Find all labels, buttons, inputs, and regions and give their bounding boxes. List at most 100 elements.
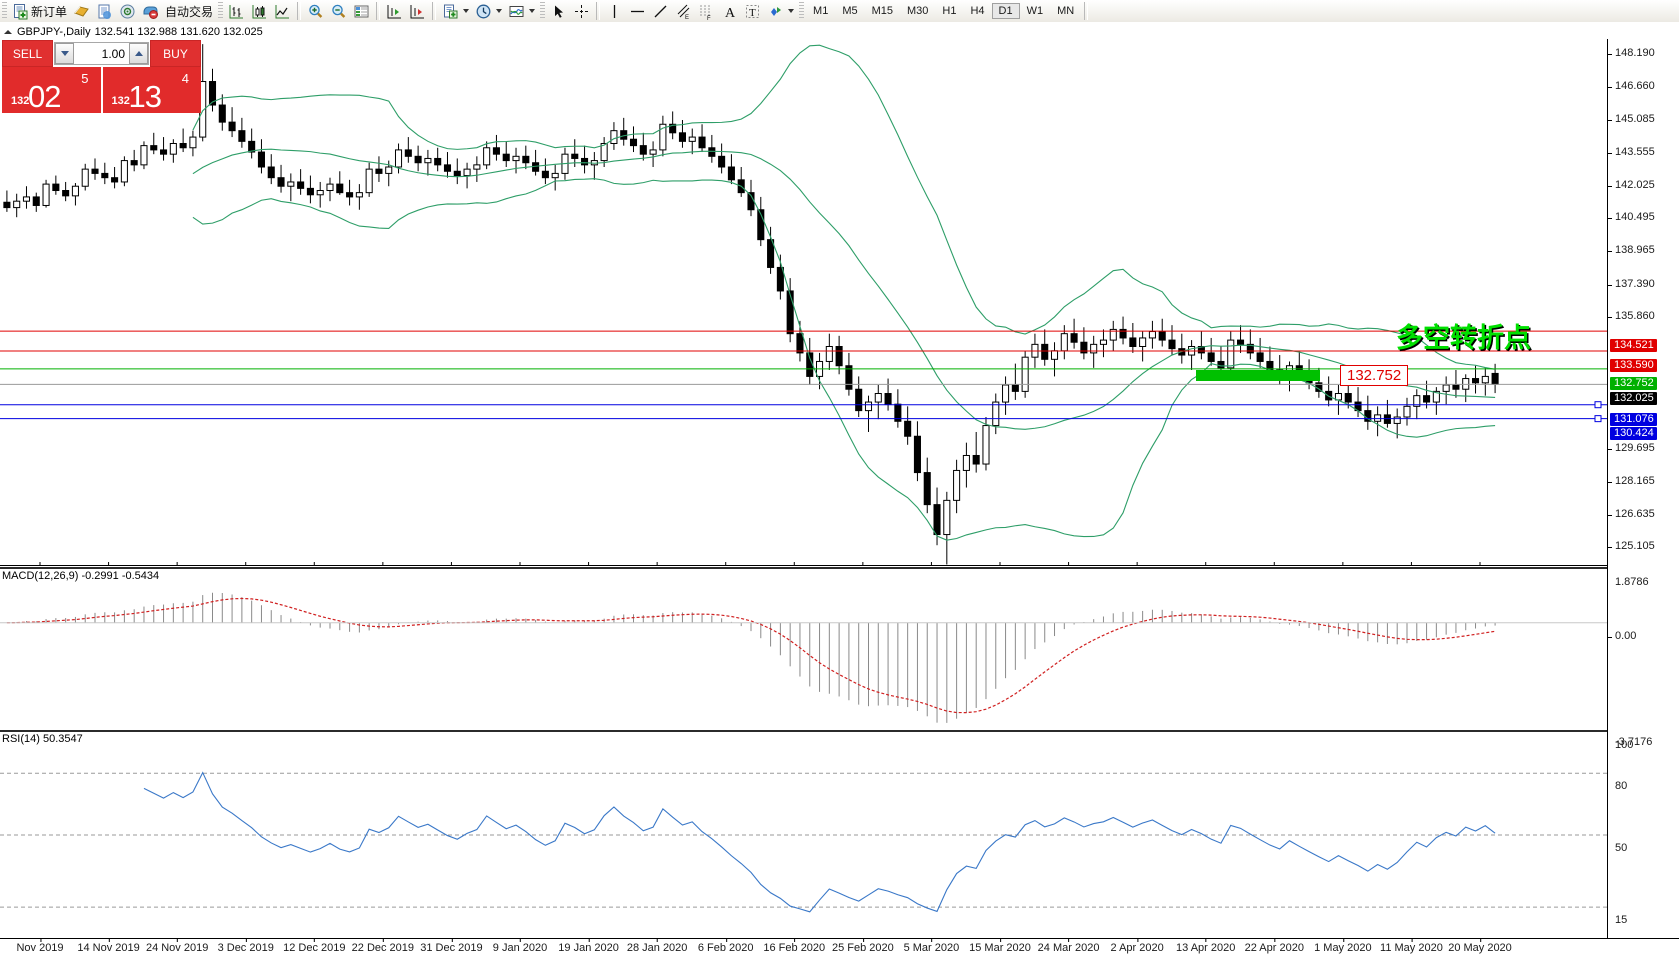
bar-chart-button[interactable] (225, 1, 248, 21)
chart-window[interactable]: GBPJPY-,Daily 132.541 132.988 131.620 13… (0, 25, 1679, 969)
trendline-button[interactable] (649, 1, 672, 21)
horizontal-line-icon (629, 3, 646, 20)
terminal-icon (73, 3, 90, 20)
horizontal-line-button[interactable] (626, 1, 649, 21)
zoom-out-button[interactable] (327, 1, 350, 21)
svg-text:A: A (725, 6, 736, 20)
date-axis-tick: 14 Nov 2019 (77, 938, 140, 954)
text-label-button[interactable]: T (741, 1, 764, 21)
macd-pane[interactable]: MACD(12,26,9) -0.2991 -0.5434 (0, 567, 1607, 731)
timeframe-m15[interactable]: M15 (871, 5, 893, 17)
trendline-icon (652, 3, 669, 20)
equidistant-channel-button[interactable]: E (672, 1, 695, 21)
text-icon: A (721, 3, 738, 20)
data-grid-button[interactable] (350, 1, 373, 21)
price-level-label-last-price[interactable]: 132.025 (1610, 392, 1657, 406)
volume-input[interactable]: 1.00 (74, 43, 129, 64)
date-axis-tick: 24 Nov 2019 (146, 938, 208, 954)
sell-price-box[interactable]: 132 02 5 (2, 67, 101, 114)
timeframe-h4[interactable]: H4 (970, 5, 985, 17)
svg-text:T: T (749, 7, 756, 19)
toolbar-grip-4[interactable] (799, 2, 805, 20)
toolbar-grip[interactable] (2, 2, 7, 20)
period-button[interactable] (472, 1, 505, 21)
text-button[interactable]: A (718, 1, 741, 21)
crosshair-button[interactable] (570, 1, 593, 21)
svg-text:E: E (685, 15, 689, 20)
candlestick-chart-icon (251, 3, 268, 20)
clock-icon (475, 3, 492, 20)
price-level-label-support[interactable]: 131.076 (1610, 412, 1657, 426)
auto-scroll-button[interactable] (406, 1, 429, 21)
templates-button[interactable] (439, 1, 472, 21)
navigator-button[interactable] (116, 1, 139, 21)
price-level-label-support[interactable]: 130.424 (1610, 426, 1657, 440)
date-axis-tick: 16 Feb 2020 (763, 938, 825, 954)
volume-stepper[interactable]: 1.00 (54, 42, 149, 65)
bar-chart-icon (228, 3, 245, 20)
data-window-icon (96, 3, 113, 20)
new-order-button[interactable]: 新订单 (9, 1, 70, 21)
price-level-label-pivot[interactable]: 132.752 (1610, 376, 1657, 390)
timeframe-mn[interactable]: MN (1057, 5, 1075, 17)
zoom-in-button[interactable] (304, 1, 327, 21)
toolbar-separator-2 (376, 2, 381, 20)
line-chart-button[interactable] (271, 1, 294, 21)
sell-button[interactable]: SELL (2, 40, 53, 67)
price-callout-label[interactable]: 132.752 (1340, 365, 1409, 386)
price-pane[interactable] (0, 39, 1607, 566)
date-axis-tick: 2 Apr 2020 (1111, 938, 1164, 954)
data-window-button[interactable] (93, 1, 116, 21)
zoom-out-icon (330, 3, 347, 20)
date-axis-tick: 24 Mar 2020 (1038, 938, 1099, 954)
date-axis-tick: 19 Jan 2020 (558, 938, 619, 954)
chevron-down-icon (60, 51, 69, 56)
rsi-pane[interactable]: RSI(14) 50.3547 (0, 730, 1607, 940)
buy-button[interactable]: BUY (150, 40, 201, 67)
vertical-line-button[interactable] (603, 1, 626, 21)
chart-annotation-text[interactable]: 多空转折点 (1396, 323, 1531, 353)
pointer-button[interactable] (547, 1, 570, 21)
line-chart-icon (274, 3, 291, 20)
templates-dropdown-caret[interactable] (463, 9, 470, 13)
timeframe-d1[interactable]: D1 (991, 3, 1020, 19)
timeframe-h1[interactable]: H1 (942, 5, 957, 17)
timeframe-w1[interactable]: W1 (1026, 5, 1044, 17)
indicators-dropdown-caret[interactable] (529, 9, 536, 13)
shapes-dropdown-caret[interactable] (788, 9, 795, 13)
buy-price-box[interactable]: 132 13 4 (102, 67, 201, 114)
timeframe-m5[interactable]: M5 (842, 5, 858, 17)
candlestick-chart-button[interactable] (248, 1, 271, 21)
chart-header: GBPJPY-,Daily 132.541 132.988 131.620 13… (0, 25, 263, 39)
period-dropdown-caret[interactable] (496, 9, 503, 13)
text-label-icon: T (744, 3, 761, 20)
price-level-label-resistance[interactable]: 134.521 (1610, 339, 1657, 353)
strategy-tester-button[interactable] (139, 1, 162, 21)
chart-menu-icon[interactable] (3, 27, 13, 37)
indicators-button[interactable] (505, 1, 538, 21)
highlight-rectangle[interactable] (1196, 370, 1320, 381)
toolbar-separator-3 (432, 2, 437, 20)
date-axis-tick: 20 May 2020 (1448, 938, 1512, 954)
price-level-label-resistance[interactable]: 133.590 (1610, 358, 1657, 372)
auto-trading-button[interactable]: 自动交易 (162, 1, 216, 21)
sell-price-point: 5 (81, 71, 89, 86)
date-axis-tick: 31 Dec 2019 (420, 938, 483, 954)
timeframe-group: M1 M5 M15 M30 H1 H4 D1 W1 MN (806, 3, 1081, 19)
price-axis[interactable]: 148.190 146.660 145.085 143.555 142.025 140.4… (1607, 39, 1679, 957)
volume-decrement-button[interactable] (55, 43, 74, 64)
chart-shift-button[interactable] (383, 1, 406, 21)
timeframe-m1[interactable]: M1 (813, 5, 829, 17)
volume-increment-button[interactable] (129, 43, 148, 64)
macd-plot (0, 592, 1607, 723)
buy-price-point: 4 (181, 71, 189, 86)
navigator-icon (119, 3, 136, 20)
fibonacci-button[interactable]: F (695, 1, 718, 21)
toolbar-grip-2[interactable] (218, 2, 224, 20)
timeframe-m30[interactable]: M30 (907, 5, 929, 17)
shapes-button[interactable] (764, 1, 797, 21)
terminal-button[interactable] (70, 1, 93, 21)
toolbar-grip-3[interactable] (540, 2, 546, 20)
date-axis-tick: 15 Mar 2020 (969, 938, 1031, 954)
chart-shift-icon (386, 3, 403, 20)
